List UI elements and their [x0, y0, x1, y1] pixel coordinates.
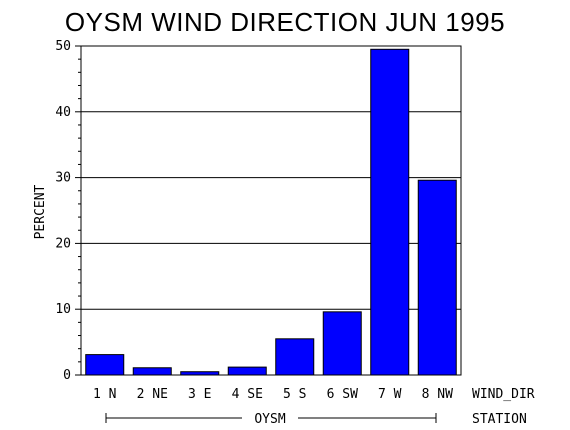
bar [417, 179, 457, 376]
x-category-label: 4 SE [232, 387, 263, 402]
y-tick-label: 30 [55, 171, 71, 186]
bar [85, 354, 125, 376]
x-category-label: 6 SW [327, 387, 358, 402]
y-axis-label: PERCENT [33, 184, 48, 239]
bar [275, 338, 315, 376]
station-group-label: OYSM [254, 412, 285, 427]
y-axis-ticks: 0 10 20 30 40 50 [55, 39, 81, 383]
bar [132, 367, 172, 376]
y-tick-label: 50 [55, 39, 71, 54]
x-category-label: 8 NW [422, 387, 453, 402]
x-axis-label: WIND_DIR [472, 387, 535, 402]
y-tick-label: 10 [55, 302, 71, 317]
x-axis-labels: 1 N 2 NE 3 E 4 SE 5 S 6 SW 7 W 8 NW [93, 387, 453, 402]
x-category-label: 1 N [93, 387, 116, 402]
bars [85, 48, 457, 376]
chart-title: OYSM WIND DIRECTION JUN 1995 [65, 7, 505, 37]
bar [370, 48, 410, 376]
x-category-label: 7 W [378, 387, 402, 402]
x-category-label: 3 E [188, 387, 211, 402]
x-category-label: 5 S [283, 387, 306, 402]
plot-frame [80, 45, 462, 376]
y-tick-label: 20 [55, 236, 71, 251]
bar [322, 311, 362, 376]
station-bracket: OYSM [105, 412, 437, 427]
bar [227, 366, 267, 376]
y-tick-label: 0 [63, 368, 71, 383]
station-axis-label: STATION [472, 412, 527, 427]
x-category-label: 2 NE [137, 387, 168, 402]
y-tick-label: 40 [55, 105, 71, 120]
